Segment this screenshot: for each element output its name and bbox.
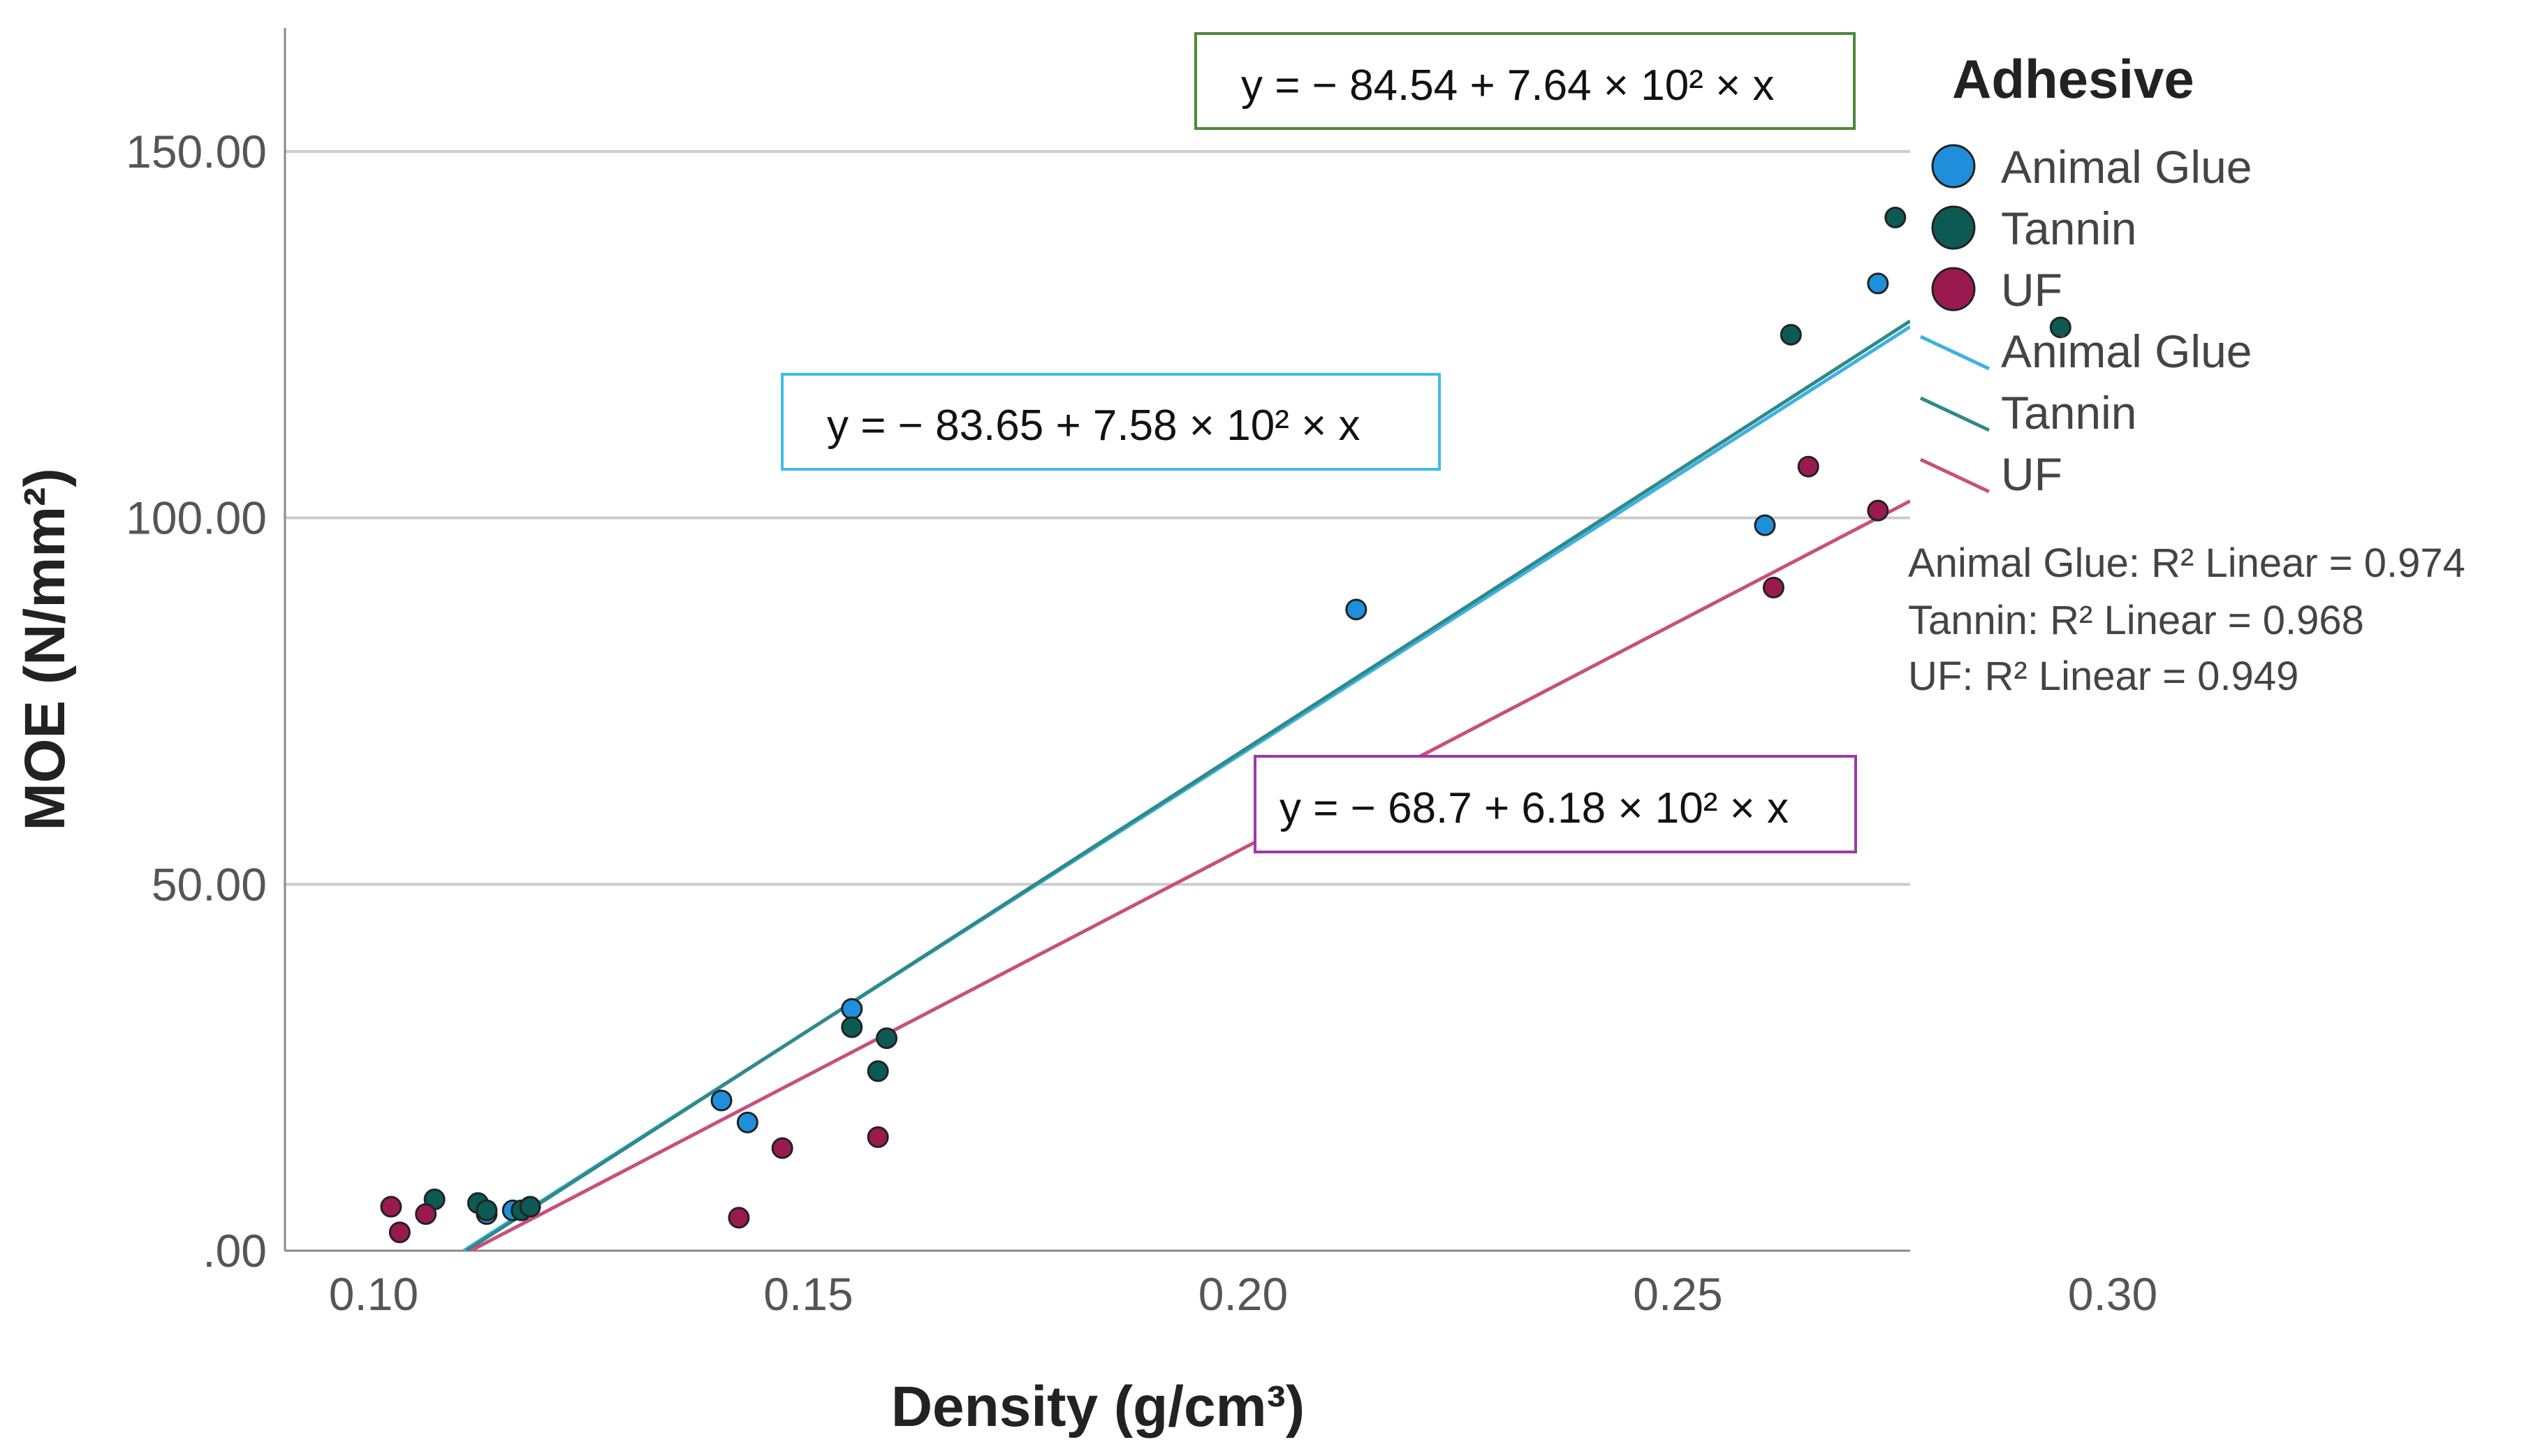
r2-tannin: Tannin: R² Linear = 0.968 [1908, 598, 2364, 643]
fit-line-tannin [465, 319, 1910, 1251]
legend-line-tannin [1919, 396, 1990, 432]
point-uf [728, 1207, 750, 1229]
point-tannin [476, 1199, 498, 1221]
equation-box-uf: y = − 68.7 + 6.18 × 10² × x [1254, 755, 1857, 853]
equation-box-tannin: y = − 84.54 + 7.64 × 10² × x [1194, 32, 1856, 130]
legend-label-tannin: Tannin [2001, 203, 2137, 254]
point-animal-glue [710, 1089, 733, 1112]
fit-lines [462, 319, 1910, 1251]
point-uf [1797, 455, 1819, 478]
point-animal-glue [1345, 598, 1367, 621]
y-tick-label: 100.00 [126, 492, 267, 544]
legend-label-animal-glue: Animal Glue [2001, 141, 2252, 193]
legend-title: Adhesive [1952, 48, 2194, 110]
y-axis-title: MOE (N/mm²) [13, 468, 77, 830]
equation-uf: y = − 68.7 + 6.18 × 10² × x [1279, 784, 1789, 832]
r2-animal-glue: Animal Glue: R² Linear = 0.974 [1908, 541, 2465, 586]
fit-line-uf [469, 499, 1910, 1251]
x-tick-label: 0.30 [2068, 1268, 2157, 1320]
equation-tannin: y = − 84.54 + 7.64 × 10² × x [1241, 61, 1775, 110]
legend-marker-animal-glue [1931, 144, 1976, 189]
legend-marker-uf [1931, 267, 1976, 311]
y-tick-label: 150.00 [126, 126, 267, 177]
point-uf [415, 1203, 437, 1226]
point-animal-glue [841, 998, 863, 1020]
point-tannin [876, 1027, 898, 1050]
x-tick-label: 0.25 [1633, 1268, 1722, 1320]
x-axis-title: Density (g/cm³) [891, 1375, 1305, 1439]
point-animal-glue [736, 1111, 758, 1133]
point-tannin [2049, 316, 2071, 339]
axes [284, 28, 1910, 1252]
legend-label-uf: UF [2001, 264, 2062, 316]
equation-animal-glue: y = − 83.65 + 7.58 × 10² × x [827, 402, 1360, 450]
point-uf [1762, 576, 1784, 598]
point-tannin [519, 1196, 541, 1218]
point-animal-glue [1754, 514, 1776, 536]
equation-box-animal-glue: y = − 83.65 + 7.58 × 10² × x [781, 373, 1441, 471]
point-tannin [867, 1060, 889, 1082]
point-tannin [841, 1016, 863, 1038]
legend-line-label-animal-glue: Animal Glue [2001, 325, 2252, 377]
legend-line-animal-glue [1919, 334, 1990, 371]
point-animal-glue [1867, 272, 1889, 295]
gridlines [285, 150, 1910, 886]
y-tick-labels: .00 50.00 100.00 150.00 [126, 126, 267, 1277]
point-uf [380, 1196, 402, 1218]
legend: Adhesive Animal Glue Tannin UF Animal Gl… [1908, 48, 2465, 699]
point-uf [771, 1137, 793, 1159]
x-tick-label: 0.20 [1198, 1268, 1288, 1320]
y-tick-label: 50.00 [152, 858, 267, 910]
point-tannin [1884, 206, 1907, 228]
y-tick-label: .00 [203, 1225, 267, 1277]
x-tick-label: 0.10 [329, 1268, 418, 1320]
legend-line-label-tannin: Tannin [2001, 387, 2137, 439]
point-uf [388, 1221, 411, 1244]
x-tick-labels: 0.10 0.15 0.20 0.25 0.30 [329, 1268, 2157, 1320]
r2-uf: UF: R² Linear = 0.949 [1908, 654, 2298, 699]
data-points [380, 206, 2071, 1244]
legend-line-uf [1919, 457, 1990, 494]
legend-line-label-uf: UF [2001, 448, 2062, 500]
legend-marker-tannin [1931, 205, 1976, 250]
x-tick-label: 0.15 [763, 1268, 853, 1320]
point-tannin [1780, 323, 1802, 346]
point-uf [867, 1126, 889, 1148]
point-uf [1867, 499, 1889, 522]
